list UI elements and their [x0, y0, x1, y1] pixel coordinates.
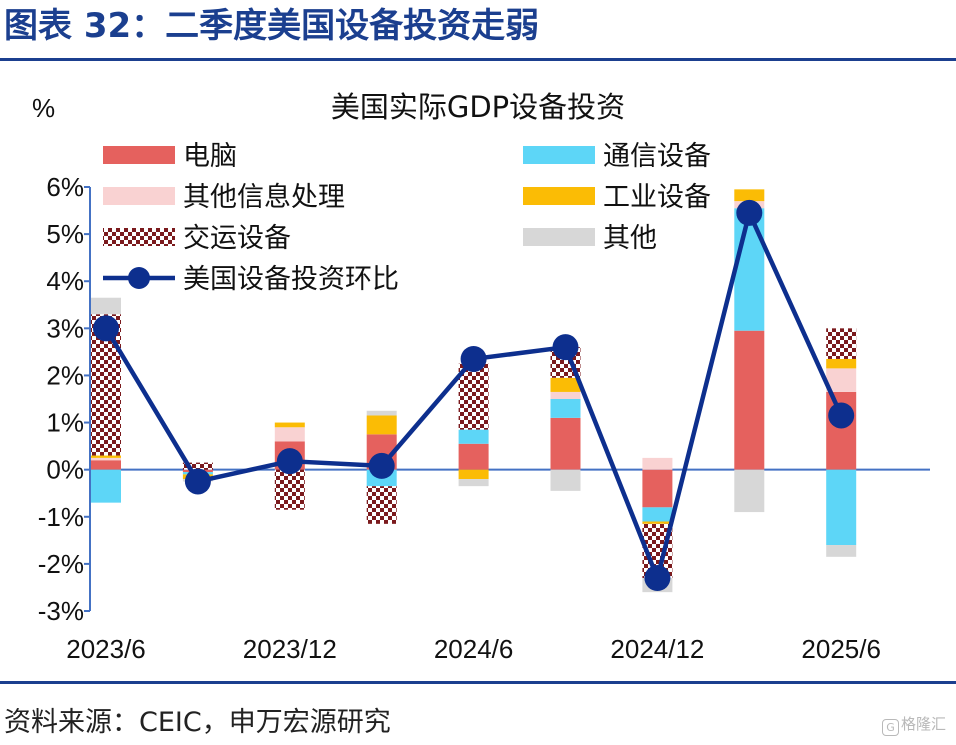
bar-segment: [642, 507, 673, 522]
line-point: [93, 315, 119, 342]
bar-segment: [91, 460, 121, 470]
legend-label: 其他信息处理: [183, 182, 345, 213]
legend-swatch: [103, 187, 175, 205]
bar-segment: [826, 368, 857, 392]
legend-swatch: [523, 187, 595, 205]
bar-segment: [642, 469, 673, 508]
figure-title: 图表 32：二季度美国设备投资走弱: [4, 6, 540, 46]
bar-segment: [734, 330, 765, 470]
bar-segment: [458, 479, 489, 487]
bar-segment: [366, 410, 397, 416]
x-tick-label: 2025/6: [801, 634, 881, 664]
bar-segment: [274, 427, 305, 442]
y-unit-label: %: [32, 93, 55, 123]
y-tick-label: -1%: [38, 502, 84, 532]
line-point: [276, 448, 303, 475]
x-tick-label: 2023/12: [243, 634, 337, 664]
y-tick-label: 6%: [46, 172, 84, 202]
line-point: [552, 334, 579, 361]
line-series: [93, 199, 855, 592]
bar-segment: [826, 328, 857, 359]
watermark-logo-icon: G: [881, 719, 899, 736]
legend-swatch: [523, 146, 595, 164]
y-tick-label: 0%: [46, 455, 84, 485]
bar-segment: [91, 455, 121, 458]
legend-label: 电脑: [183, 141, 237, 172]
legend-swatch: [103, 146, 175, 164]
legend-swatch: [103, 228, 175, 246]
legend-label: 通信设备: [603, 141, 711, 172]
line-point: [644, 565, 671, 592]
line-point: [368, 452, 395, 479]
bar-segment: [274, 469, 305, 510]
bar-segment: [550, 391, 581, 399]
legend-label: 美国设备投资环比: [183, 264, 399, 295]
bar-segment: [734, 469, 765, 513]
top-divider: [0, 58, 956, 61]
bar-segment: [642, 521, 673, 524]
axes: -3% -2% -1% 0% 1% 2% 3% 4% 5% 6% 2023/6 2023/12 2024…: [38, 172, 930, 664]
bar-segment: [91, 457, 121, 461]
line-point: [460, 345, 487, 372]
y-tick-label: 4%: [46, 266, 84, 296]
y-tick-label: 3%: [46, 313, 84, 343]
bar-segment: [642, 457, 673, 470]
bar-segment: [458, 363, 489, 430]
bar-segment: [826, 469, 857, 546]
y-tick-label: 5%: [46, 219, 84, 249]
bar-segment: [734, 189, 765, 202]
y-tick-label: 1%: [46, 408, 84, 438]
y-tick-label: -2%: [38, 549, 84, 579]
bar-segment: [550, 399, 581, 418]
x-tick-label: 2024/12: [610, 634, 704, 664]
legend-label: 工业设备: [603, 182, 711, 213]
line-point: [828, 402, 855, 429]
chart-title: 美国实际GDP设备投资: [331, 90, 625, 124]
x-tick-label: 2023/6: [66, 634, 146, 664]
y-tick-label: 2%: [46, 360, 84, 390]
legend-label: 交运设备: [183, 223, 291, 254]
line-point: [736, 199, 763, 226]
watermark: G 格隆汇: [881, 713, 946, 736]
bar-segment: [274, 422, 305, 428]
bar-segment: [366, 415, 397, 435]
line-point: [184, 468, 211, 495]
legend-line-marker: [128, 267, 150, 289]
bar-segment: [458, 443, 489, 470]
bar-segment: [550, 377, 581, 392]
bottom-divider: [0, 681, 956, 684]
bar-segment: [458, 469, 489, 480]
bar-segment: [734, 208, 765, 331]
bar-segment: [182, 462, 213, 470]
bar-segment: [550, 469, 581, 491]
legend-swatch: [523, 228, 595, 246]
watermark-text: 格隆汇: [900, 715, 946, 733]
source-note: 资料来源：CEIC，申万宏源研究: [4, 707, 391, 738]
bar-segment: [458, 429, 489, 444]
legend-label: 其他: [603, 223, 657, 254]
bar-segment: [826, 545, 857, 557]
bar-segment: [91, 469, 121, 503]
bar-segment: [366, 486, 397, 524]
bar-segment: [91, 297, 121, 315]
y-tick-label: -3%: [38, 596, 84, 626]
bar-segment: [550, 417, 581, 470]
bar-segment: [826, 358, 857, 369]
x-tick-label: 2024/6: [434, 634, 514, 664]
